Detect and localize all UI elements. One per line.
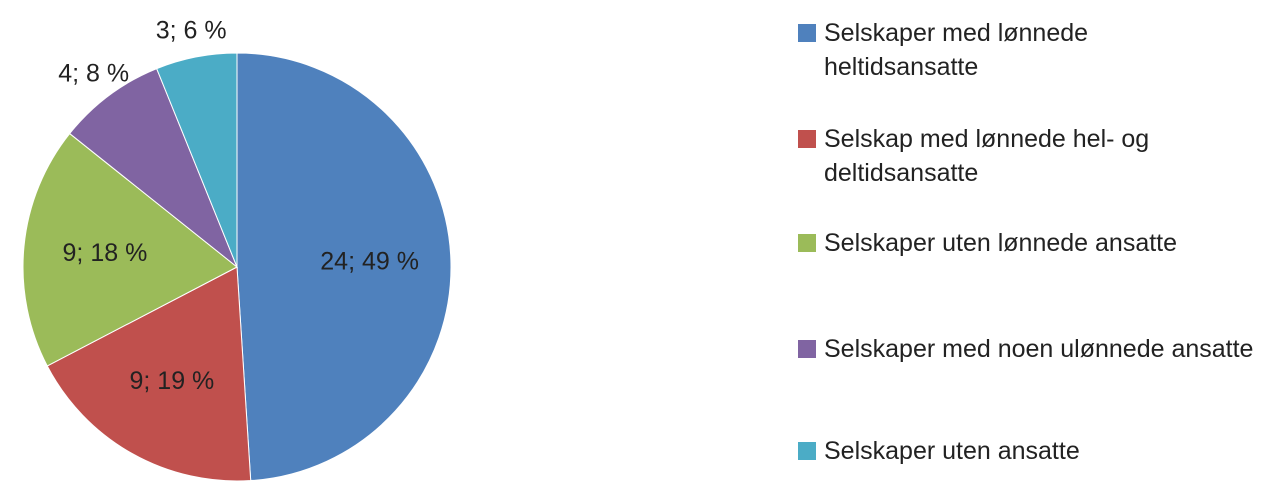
data-label: 9; 18 % [63,239,148,267]
data-label: 9; 19 % [130,367,215,395]
data-label: 24; 49 % [320,247,419,275]
pie-slice [68,67,239,269]
legend-label: Selskaper med noen ulønnede ansatte [824,335,1254,363]
pie-slice [22,132,238,367]
pie-slice [156,52,238,268]
legend-label: Selskap med lønnede hel- og deltidsansat… [824,125,1150,187]
legend-item: Selskap med lønnede hel- og deltidsansat… [798,122,1244,190]
data-label: 4; 8 % [58,60,129,88]
legend-swatch [798,442,816,460]
legend-item: Selskaper uten ansatte [798,434,1274,468]
legend-label: Selskaper med lønnede heltidsansatte [824,19,1089,81]
legend-swatch [798,130,816,148]
legend-label: Selskaper uten lønnede ansatte [824,229,1178,257]
legend-swatch [798,234,816,252]
legend-item: Selskaper med noen ulønnede ansatte [798,332,1264,366]
pie-chart: 24; 49 % 9; 19 % 9; 18 % 4; 8 % 3; 6 % [22,16,452,482]
pie-slice [236,52,452,482]
legend-item: Selskaper uten lønnede ansatte [798,226,1274,260]
legend-label: Selskaper uten ansatte [824,437,1080,465]
pie-slice [46,266,252,482]
legend-swatch [798,24,816,42]
legend-item: Selskaper med lønnede heltidsansatte [798,16,1144,84]
data-label: 3; 6 % [156,16,227,44]
legend-swatch [798,340,816,358]
